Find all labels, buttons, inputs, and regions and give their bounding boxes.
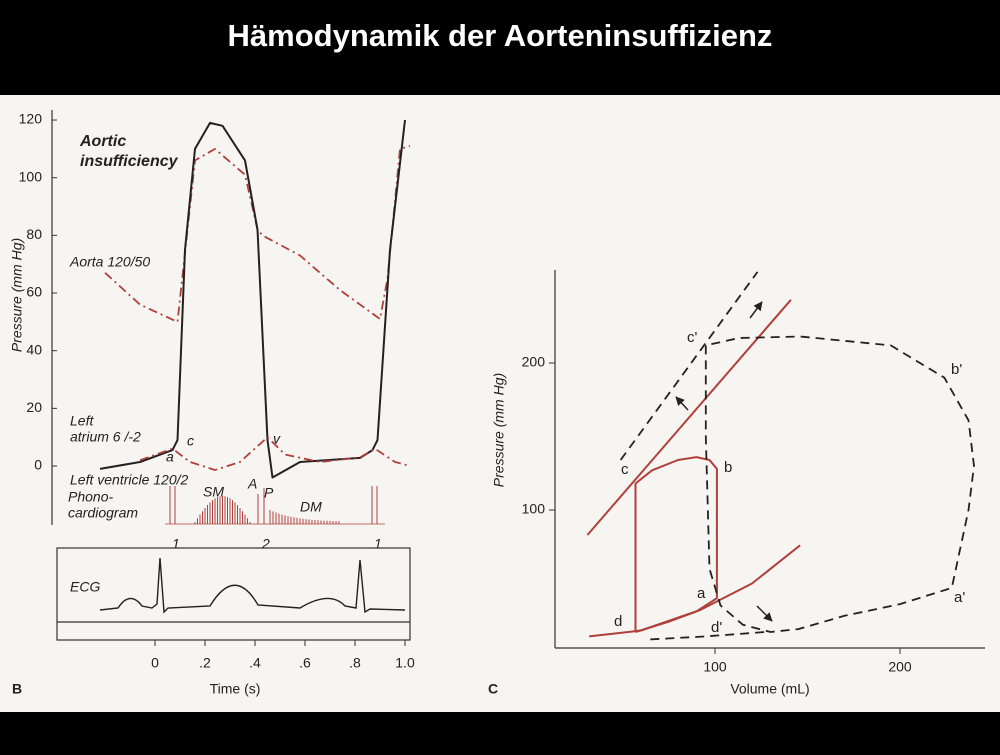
annotation: SM bbox=[203, 484, 224, 500]
annotation: insufficiency bbox=[80, 153, 179, 170]
x-axis-label: Volume (mL) bbox=[730, 681, 809, 697]
annotation: c' bbox=[687, 329, 698, 346]
annotation: Left bbox=[70, 413, 94, 429]
annotation: b' bbox=[951, 361, 962, 378]
y-tick-label: 0 bbox=[34, 457, 42, 473]
x-tick-label: 100 bbox=[703, 659, 727, 675]
y-tick-label: 100 bbox=[19, 168, 43, 184]
x-tick-label: .2 bbox=[199, 655, 211, 671]
y-axis-label: Pressure (mm Hg) bbox=[491, 373, 507, 487]
annotation: DM bbox=[300, 499, 322, 515]
arrow bbox=[749, 301, 763, 319]
x-tick-label: 1.0 bbox=[395, 655, 415, 671]
slide-title: Hämodynamik der Aorteninsuffizienz bbox=[228, 18, 773, 53]
annotation: c bbox=[621, 461, 629, 478]
panel-label: B bbox=[12, 681, 22, 697]
arrow bbox=[675, 396, 689, 411]
x-tick-label: 200 bbox=[888, 659, 912, 675]
y-tick-label: 40 bbox=[26, 341, 42, 357]
series-line bbox=[104, 145, 411, 323]
y-tick-label: 60 bbox=[26, 284, 42, 300]
annotation: c bbox=[187, 433, 194, 449]
phonocardiogram bbox=[165, 486, 385, 525]
annotation: ECG bbox=[70, 579, 100, 595]
ecg-box bbox=[56, 547, 411, 641]
panel-label: C bbox=[488, 681, 498, 697]
annotation: d bbox=[614, 613, 622, 630]
annotation: a bbox=[166, 449, 174, 465]
y-tick-label: 80 bbox=[26, 226, 42, 242]
series-line bbox=[619, 271, 759, 461]
annotation: b bbox=[724, 459, 732, 476]
annotation: cardiogram bbox=[68, 505, 138, 521]
annotation: Aortic bbox=[79, 133, 126, 150]
annotation: v bbox=[273, 431, 281, 447]
x-tick-label: 0 bbox=[151, 655, 159, 671]
series-line bbox=[634, 456, 718, 633]
ecg-trace bbox=[99, 557, 406, 614]
annotation: A bbox=[247, 476, 257, 492]
y-tick-label: 100 bbox=[522, 501, 546, 517]
annotation: a bbox=[697, 585, 706, 602]
series-line bbox=[704, 335, 975, 633]
annotation: d' bbox=[711, 619, 722, 636]
annotation: Left ventricle 120/2 bbox=[70, 472, 189, 488]
x-axis-label: Time (s) bbox=[210, 681, 261, 697]
series-line bbox=[650, 631, 766, 641]
x-tick-label: .8 bbox=[349, 655, 361, 671]
arrow bbox=[756, 605, 773, 622]
series-line bbox=[139, 436, 411, 471]
y-tick-label: 200 bbox=[522, 354, 546, 370]
annotation: P bbox=[264, 485, 274, 501]
x-tick-label: .6 bbox=[299, 655, 311, 671]
annotation: atrium 6 /-2 bbox=[70, 429, 141, 445]
annotation: 1 bbox=[172, 536, 180, 552]
annotation: 2 bbox=[261, 536, 270, 552]
series-line bbox=[586, 299, 792, 536]
annotation: a' bbox=[954, 589, 965, 606]
annotation: Aorta 120/50 bbox=[69, 254, 150, 270]
y-tick-label: 20 bbox=[26, 399, 42, 415]
annotation: Phono- bbox=[68, 489, 113, 505]
series-line bbox=[99, 119, 406, 479]
y-axis-label: Pressure (mm Hg) bbox=[9, 238, 25, 352]
y-tick-label: 120 bbox=[19, 111, 43, 127]
annotation: 1 bbox=[374, 536, 382, 552]
x-tick-label: .4 bbox=[249, 655, 261, 671]
